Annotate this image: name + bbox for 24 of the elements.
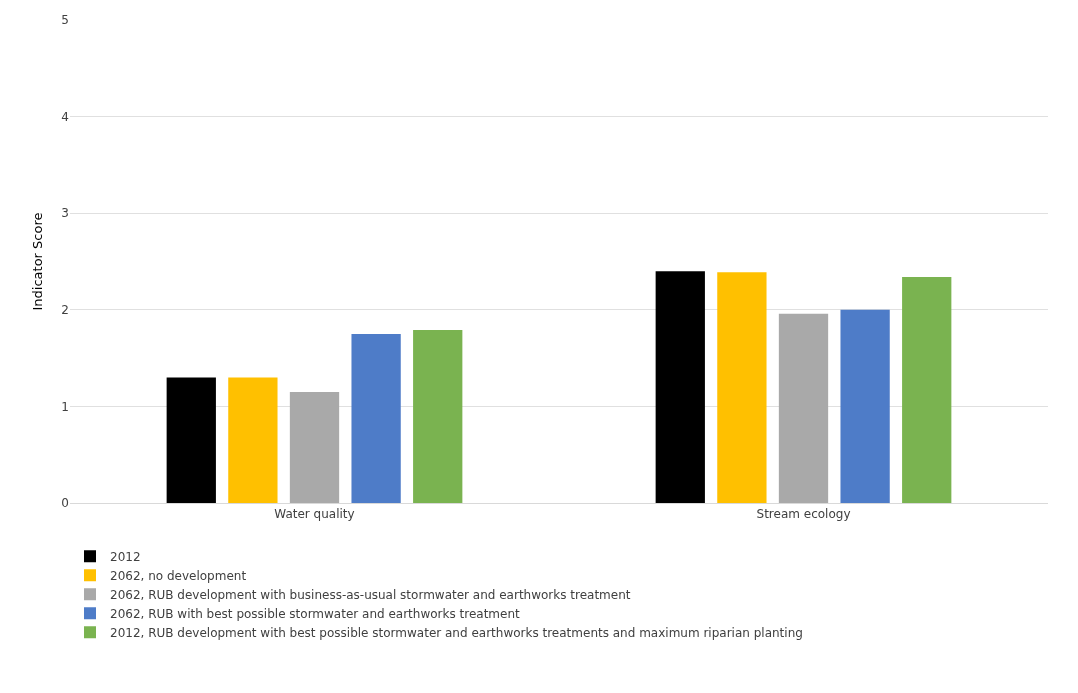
bar [655, 271, 705, 503]
bar [289, 391, 340, 503]
bar [166, 377, 216, 503]
y-tick-label: 0 [61, 496, 69, 511]
y-tick-label: 2 [61, 303, 69, 317]
bar [413, 330, 463, 503]
bar [351, 333, 401, 503]
legend-label: 2062, no development [110, 568, 247, 583]
legend-label: 2062, RUB with best possible stormwater and earthworks treatment [110, 606, 521, 621]
x-tick-label: Stream ecology [756, 507, 851, 522]
legend-label: 2012, RUB development with best possible stormwater and earthworks treatments and maximum riparian planting [110, 625, 803, 640]
y-tick-label: 3 [61, 206, 69, 221]
x-tick-label: Water quality [274, 507, 355, 522]
legend-label: 2012 [110, 549, 141, 564]
bar [228, 377, 278, 503]
y-axis-title: Indicator Score [30, 212, 46, 311]
y-tick-label: 1 [61, 399, 69, 414]
bar [902, 276, 952, 503]
legend-label: 2062, RUB development with business-as-usual stormwater and earthworks treatment [110, 587, 631, 602]
bar [840, 309, 890, 503]
bar [778, 313, 829, 503]
bar [717, 272, 767, 503]
y-tick-label: 4 [61, 109, 69, 124]
y-tick-label: 5 [61, 13, 69, 28]
